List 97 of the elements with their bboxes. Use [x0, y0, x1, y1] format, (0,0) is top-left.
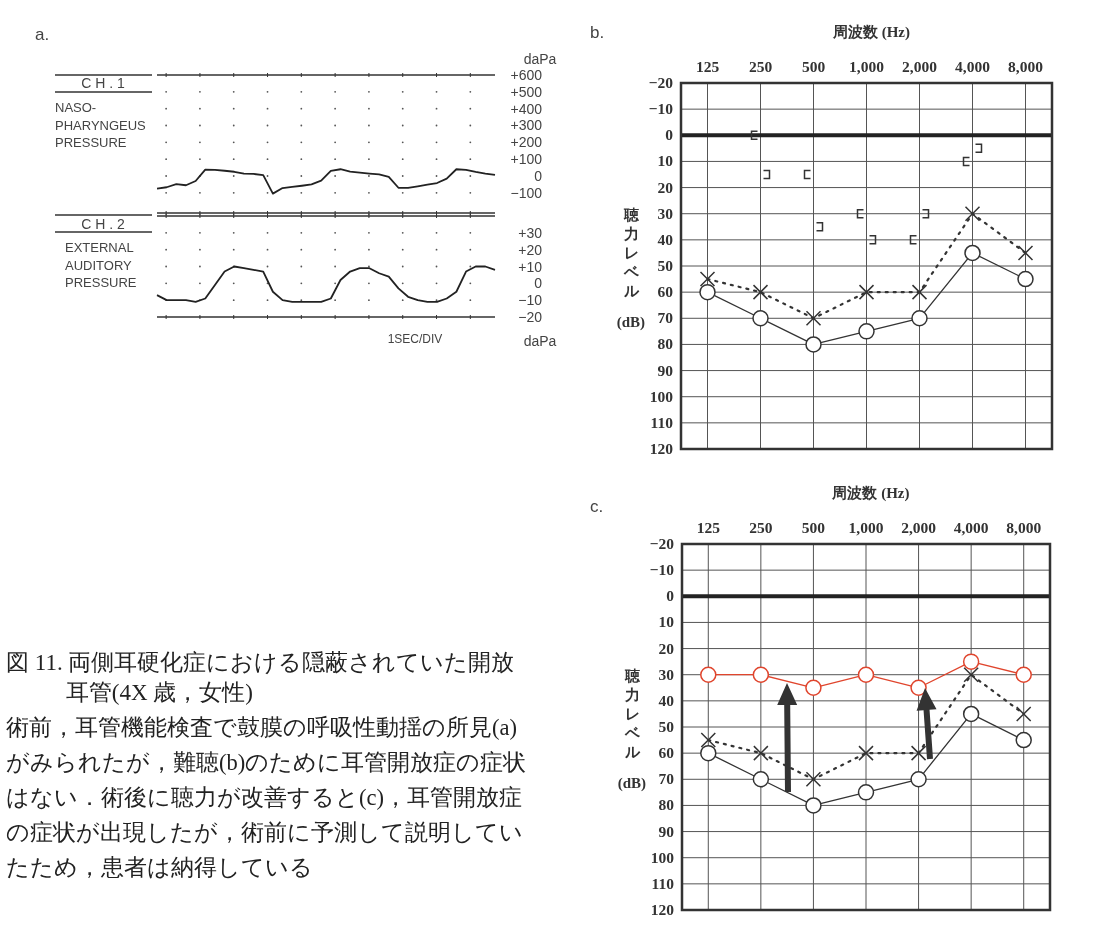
- text: 図 11. 両側耳硬化症における隠蔽されていた開放耳管(4X 歳，女性): [6, 649, 516, 707]
- x-tick-label: 2,000: [902, 58, 938, 75]
- y-axis-title: daPa: [523, 333, 557, 349]
- y-tick-label: +20: [518, 241, 543, 258]
- y-tick-label: −100: [510, 184, 543, 201]
- y-tick-label: 60: [658, 744, 675, 762]
- y-tick-label: 0: [666, 587, 675, 605]
- y-tick-label: 30: [657, 204, 674, 222]
- x-tick-label: 8,000: [1006, 519, 1042, 536]
- x-tick-label: 500: [801, 519, 826, 536]
- point: [857, 666, 875, 683]
- y-tick-label: 110: [650, 413, 674, 431]
- y-tick-label: 50: [657, 257, 674, 274]
- y-tick-label: +100: [510, 151, 543, 168]
- x-tick-label: 2,000: [901, 519, 937, 536]
- y-tick-label: 20: [658, 639, 675, 657]
- x-axis-title: 周波数 (Hz): [831, 485, 910, 502]
- y-tick-label: −10: [518, 292, 543, 309]
- y-tick-label: 10: [658, 613, 675, 631]
- point: [910, 745, 927, 761]
- x-tick-label: 1,000: [848, 519, 884, 536]
- point: [910, 679, 927, 697]
- x-tick-label: 4,000: [955, 58, 991, 75]
- point: [962, 653, 980, 670]
- y-tick-label: 10: [657, 152, 674, 170]
- point: [910, 771, 927, 788]
- y-tick-label: 30: [658, 665, 675, 683]
- point: [752, 771, 770, 788]
- y-tick-label: +10: [518, 258, 543, 275]
- x-tick-label: 500: [801, 58, 826, 75]
- text: EXTERNAL AUDITORY PRESSURE: [65, 240, 137, 290]
- chart-title: C H . 1: [81, 75, 125, 91]
- y-tick-label: −10: [649, 561, 675, 579]
- y-tick-label: 110: [651, 874, 675, 892]
- y-tick-label: 0: [665, 126, 674, 144]
- point: [858, 745, 874, 761]
- y-tick-label: 120: [650, 901, 675, 918]
- y-tick-label: 100: [649, 387, 674, 405]
- x-axis-title: 1SEC/DIV: [387, 332, 443, 346]
- point: [805, 797, 822, 814]
- point: [963, 666, 979, 683]
- x-tick-label: 8,000: [1008, 58, 1044, 75]
- y-tick-label: +30: [518, 224, 543, 241]
- y-tick-label: 60: [657, 283, 674, 301]
- x-tick-label: 4,000: [953, 519, 989, 536]
- y-tick-label: 80: [658, 796, 675, 814]
- point: [753, 745, 769, 761]
- y-tick-label: +300: [510, 117, 543, 134]
- point: [1015, 706, 1032, 722]
- point: [752, 666, 770, 683]
- x-tick-label: 250: [749, 519, 773, 536]
- text: 術前，耳管機能検査で鼓膜の呼吸性動揺の所見(a)がみられたが，難聴(b)のために耳管開放症の症状はない．術後に聴力が改善すると(c)，耳管開放症の症状が出現したが，術前に予測して説明していたため，患者は納得している: [6, 714, 528, 882]
- y-tick-label: +600: [510, 67, 543, 83]
- point: [805, 771, 822, 788]
- text: c.: [590, 497, 604, 516]
- x-tick-label: 125: [695, 58, 720, 75]
- text: a.: [35, 25, 50, 44]
- point: [962, 705, 980, 723]
- point: [805, 679, 822, 697]
- point: [700, 732, 717, 748]
- y-tick-label: 0: [534, 167, 543, 184]
- y-axis-title: 聴力レベル (dB): [612, 207, 646, 331]
- y-tick-label: 80: [657, 335, 674, 353]
- y-tick-label: −20: [649, 535, 675, 552]
- y-tick-label: −10: [648, 100, 674, 118]
- point: [857, 784, 875, 801]
- line-series: [156, 265, 496, 303]
- y-tick-label: 50: [658, 718, 675, 735]
- y-tick-label: 40: [658, 691, 675, 709]
- x-tick-label: 250: [748, 58, 773, 75]
- y-tick-label: 70: [657, 309, 674, 327]
- y-tick-label: 0: [534, 275, 543, 292]
- y-tick-label: 90: [657, 361, 674, 379]
- line-series: [156, 168, 496, 195]
- y-tick-label: 70: [658, 770, 675, 788]
- y-tick-label: +500: [510, 83, 543, 100]
- y-tick-label: 120: [649, 440, 674, 457]
- point: [700, 744, 717, 762]
- x-axis-title: 周波数 (Hz): [831, 24, 911, 41]
- y-tick-label: −20: [648, 74, 674, 91]
- x-tick-label: 1,000: [849, 58, 885, 75]
- y-tick-label: +200: [510, 134, 543, 151]
- point: [1015, 666, 1032, 683]
- y-tick-label: 20: [657, 178, 674, 196]
- y-tick-label: 100: [650, 848, 675, 866]
- x-tick-label: 125: [696, 519, 721, 536]
- point: [700, 666, 717, 683]
- y-tick-label: −20: [518, 309, 543, 325]
- y-axis-title: daPa: [523, 51, 557, 67]
- y-axis-title: 聴力レベル (dB): [613, 668, 647, 792]
- y-tick-label: 90: [658, 822, 675, 840]
- text: b.: [590, 23, 605, 42]
- y-tick-label: 40: [657, 230, 674, 248]
- chart-title: C H . 2: [81, 216, 125, 232]
- text: NASO- PHARYNGEUS PRESSURE: [55, 100, 147, 150]
- y-tick-label: +400: [510, 100, 543, 117]
- point: [1015, 731, 1032, 749]
